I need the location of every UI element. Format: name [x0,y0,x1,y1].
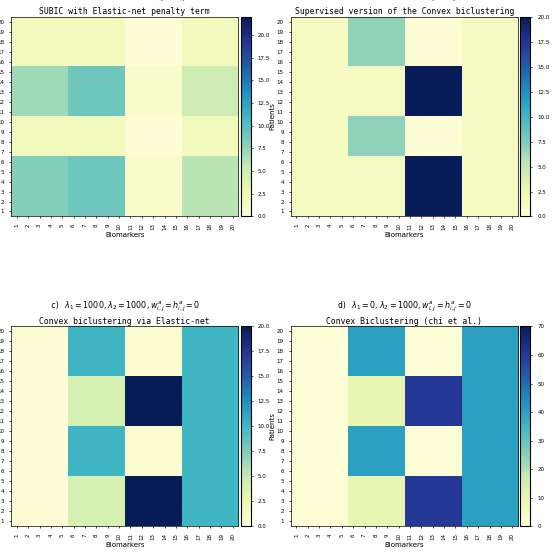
X-axis label: Biomarkers: Biomarkers [385,542,424,548]
X-axis label: Biomarkers: Biomarkers [105,542,145,548]
Y-axis label: Patients: Patients [269,412,275,440]
Title: b) $\lambda_1 = 0, \lambda_2 = 1000, w^a_{i,j} \neq h^a_{i,j} \neq 0$
Supervised: b) $\lambda_1 = 0, \lambda_2 = 1000, w^a… [295,0,514,16]
Title: c) $\lambda_1 = 1000, \lambda_2 = 1000, w^a_{i,j} = h^a_{i,j} = 0$
Convex biclus: c) $\lambda_1 = 1000, \lambda_2 = 1000, … [39,300,210,326]
Title: a) $\lambda_1 = 1000, \lambda_2 = 1000, w^a_{i,j} \neq h^a_{i,j} \neq 0$
SUBIC w: a) $\lambda_1 = 1000, \lambda_2 = 1000, … [39,0,210,16]
Y-axis label: Patients: Patients [269,102,275,131]
X-axis label: Biomarkers: Biomarkers [385,232,424,238]
Title: d) $\lambda_1 = 0, \lambda_2 = 1000, w^a_{i,j} = h^a_{i,j} = 0$
Convex Bicluster: d) $\lambda_1 = 0, \lambda_2 = 1000, w^a… [326,300,482,326]
X-axis label: Biomarkers: Biomarkers [105,232,145,238]
